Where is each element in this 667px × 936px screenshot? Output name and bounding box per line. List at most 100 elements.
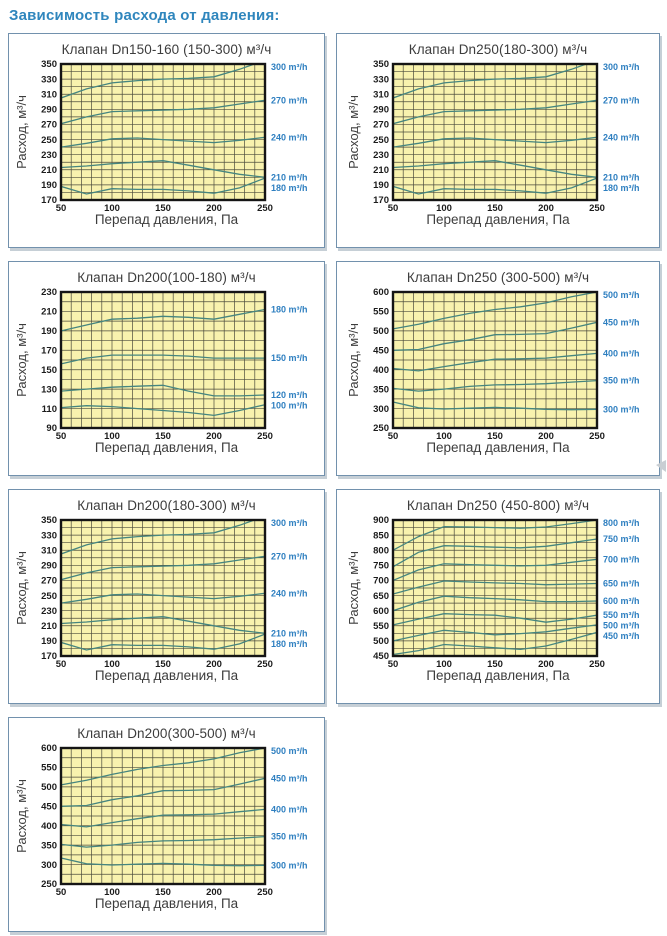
series-label: 300 m³/h	[271, 518, 308, 528]
series-label: 270 m³/h	[271, 95, 308, 105]
y-tick-label: 330	[41, 530, 57, 541]
series-curve	[392, 379, 597, 392]
y-tick-label: 300	[41, 860, 57, 871]
y-tick-label: 600	[373, 287, 389, 298]
y-tick-label: 250	[41, 879, 57, 890]
series-curve	[61, 384, 265, 397]
x-tick-label: 100	[436, 659, 452, 668]
chart-canvas: 90 110 130 150 170 190 210 230 50 100 150 200 250 Рас…	[15, 287, 308, 440]
series-label: 650 m³/h	[603, 578, 640, 588]
series-label: 550 m³/h	[603, 610, 640, 620]
y-tick-label: 130	[41, 384, 57, 395]
y-tick-label: 850	[373, 530, 389, 541]
x-tick-label: 150	[155, 431, 171, 440]
y-tick-label: 400	[41, 821, 57, 832]
x-tick-label: 100	[104, 887, 120, 896]
series-curve	[392, 99, 597, 125]
y-tick-label: 150	[41, 365, 57, 376]
y-tick-label: 110	[42, 404, 57, 415]
x-axis-label: Перепад давления, Па	[94, 668, 239, 683]
x-tick-label: 150	[487, 431, 503, 440]
series-label: 350 m³/h	[271, 832, 308, 842]
y-tick-label: 300	[373, 404, 389, 415]
y-tick-label: 210	[373, 165, 389, 176]
series-label: 210 m³/h	[271, 172, 308, 182]
x-tick-label: 200	[206, 203, 222, 212]
series-label: 500 m³/h	[271, 746, 308, 756]
series-label: 450 m³/h	[603, 317, 640, 327]
series-curve	[61, 616, 265, 634]
x-tick-label: 250	[589, 431, 605, 440]
series-curve	[392, 177, 597, 195]
series-label: 210 m³/h	[271, 628, 308, 638]
y-tick-label: 230	[41, 287, 57, 298]
plot-border	[59, 746, 267, 886]
x-tick-label: 150	[487, 203, 503, 212]
x-tick-label: 200	[206, 659, 222, 668]
chart-panel-2: Клапан Dn250(180-300) м³/ч 170 190 210 230 25…	[336, 33, 660, 248]
y-axis-title: Расход, м³/ч	[347, 551, 361, 625]
series-curve	[61, 857, 265, 867]
plot-border	[391, 290, 598, 430]
series-curve	[392, 352, 597, 372]
series-label: 750 m³/h	[603, 534, 640, 544]
x-tick-label: 150	[487, 659, 503, 668]
plot-border	[59, 62, 267, 202]
y-tick-label: 350	[41, 59, 57, 70]
x-tick-label: 250	[257, 887, 273, 896]
series-label: 450 m³/h	[271, 773, 308, 783]
y-tick-label: 190	[41, 326, 57, 337]
series-label: 700 m³/h	[603, 554, 640, 564]
y-axis-title: Расход, м³/ч	[347, 323, 361, 397]
series-label: 350 m³/h	[603, 376, 640, 386]
series-curve	[392, 558, 597, 582]
chart-panel-7: Клапан Dn200(300-500) м³/ч 250 300 350 400 45…	[8, 717, 325, 932]
series-label: 400 m³/h	[271, 804, 308, 814]
series-curve	[392, 136, 597, 148]
x-axis-label: Перепад давления, Па	[426, 440, 570, 455]
y-tick-label: 230	[373, 150, 389, 161]
chart-panel-5: Клапан Dn200(180-300) м³/ч 170 190 210 230 25…	[8, 489, 325, 704]
series-curve	[61, 354, 265, 365]
y-tick-label: 170	[41, 345, 57, 356]
y-tick-label: 450	[41, 801, 57, 812]
chart-canvas: 450 500 550 600 650 700 750 800 850 900 50 100 150 20…	[347, 515, 640, 668]
series-label: 300 m³/h	[603, 404, 640, 414]
chart-title: Клапан Dn200(180-300) м³/ч	[77, 498, 256, 513]
y-tick-label: 600	[373, 606, 389, 617]
y-axis-title: Расход, м³/ч	[15, 323, 29, 397]
series-label: 240 m³/h	[271, 588, 308, 598]
series-curve	[392, 292, 597, 330]
y-tick-label: 250	[41, 135, 57, 146]
plot-border	[391, 518, 598, 658]
y-tick-label: 290	[41, 561, 57, 572]
y-tick-label: 350	[373, 384, 389, 395]
y-tick-label: 250	[373, 423, 389, 434]
x-tick-label: 50	[56, 659, 67, 668]
x-axis-label: Перепад давления, Па	[426, 212, 570, 227]
x-tick-label: 250	[257, 431, 273, 440]
y-tick-label: 190	[41, 636, 57, 647]
x-tick-label: 50	[387, 203, 398, 212]
series-curve	[61, 520, 257, 555]
x-tick-label: 50	[56, 203, 67, 212]
series-curve	[392, 580, 597, 595]
y-tick-label: 550	[373, 621, 389, 632]
x-tick-label: 150	[155, 659, 171, 668]
series-label: 150 m³/h	[271, 353, 308, 363]
y-tick-label: 170	[41, 195, 57, 206]
plot-border	[59, 518, 267, 658]
series-curve	[61, 308, 265, 332]
chart-title: Клапан Dn250 (300-500) м³/ч	[406, 270, 590, 285]
x-tick-label: 50	[387, 431, 398, 440]
series-curve	[392, 538, 597, 568]
y-tick-label: 290	[373, 105, 389, 116]
series-label: 210 m³/h	[603, 172, 640, 182]
x-tick-label: 200	[206, 431, 222, 440]
series-curve	[392, 321, 597, 351]
y-tick-label: 400	[373, 365, 389, 376]
y-tick-label: 230	[41, 150, 57, 161]
chart-title: Клапан Dn250 (450-800) м³/ч	[406, 498, 590, 513]
y-tick-label: 550	[373, 307, 389, 318]
x-tick-label: 100	[104, 659, 120, 668]
